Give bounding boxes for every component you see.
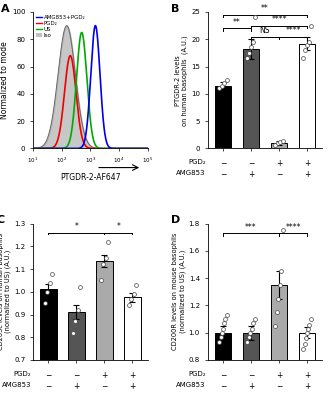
Text: AMG853: AMG853 xyxy=(176,170,206,176)
Text: *: * xyxy=(116,222,120,231)
Text: +: + xyxy=(129,382,136,391)
Text: −: − xyxy=(220,170,226,179)
Text: ****: **** xyxy=(271,15,287,24)
Text: −: − xyxy=(220,159,226,168)
Text: ****: **** xyxy=(285,26,301,35)
Text: +: + xyxy=(276,159,282,168)
Text: −: − xyxy=(248,371,254,380)
Text: −: − xyxy=(101,382,108,391)
Text: AMG853: AMG853 xyxy=(176,382,206,388)
Text: AMG853: AMG853 xyxy=(1,382,31,388)
Bar xyxy=(270,143,288,148)
Text: +: + xyxy=(304,159,310,168)
Bar xyxy=(242,49,259,148)
Text: PTGDR-2-AF647: PTGDR-2-AF647 xyxy=(60,173,121,182)
Text: +: + xyxy=(73,382,80,391)
Text: −: − xyxy=(73,371,80,380)
Text: ****: **** xyxy=(285,223,301,232)
Text: −: − xyxy=(45,382,52,391)
Y-axis label: PTGDR-2 levels
on human basophils  (A.U.): PTGDR-2 levels on human basophils (A.U.) xyxy=(175,35,188,126)
Y-axis label: Normalized to mode: Normalized to mode xyxy=(0,41,9,119)
Text: ***: *** xyxy=(245,223,257,232)
Text: −: − xyxy=(45,371,52,380)
Bar xyxy=(124,298,141,400)
Text: D: D xyxy=(171,215,180,225)
Text: +: + xyxy=(129,371,136,380)
Text: NS: NS xyxy=(260,26,270,35)
Legend: AMG853+PGD₂, PGD₂, US, Iso: AMG853+PGD₂, PGD₂, US, Iso xyxy=(36,15,86,38)
Text: PGD₂: PGD₂ xyxy=(13,371,31,377)
Text: PGD₂: PGD₂ xyxy=(188,159,206,165)
Text: *: * xyxy=(74,222,78,231)
Bar xyxy=(299,333,316,400)
Bar xyxy=(215,86,231,148)
Text: −: − xyxy=(248,159,254,168)
Text: −: − xyxy=(276,382,282,391)
Text: +: + xyxy=(304,170,310,179)
Text: +: + xyxy=(276,371,282,380)
Text: +: + xyxy=(248,382,254,391)
Y-axis label: CD200R levels on mouse basophils
(normalized to US) (A.U.): CD200R levels on mouse basophils (normal… xyxy=(172,233,186,350)
Text: −: − xyxy=(276,170,282,179)
Text: −: − xyxy=(220,382,226,391)
Bar xyxy=(270,285,288,400)
Text: **: ** xyxy=(261,4,269,13)
Bar xyxy=(96,261,113,400)
Bar xyxy=(242,333,259,400)
Text: +: + xyxy=(304,371,310,380)
Bar xyxy=(40,290,57,400)
Bar xyxy=(299,44,316,148)
Text: +: + xyxy=(101,371,108,380)
Bar xyxy=(68,312,85,400)
Text: PGD₂: PGD₂ xyxy=(188,371,206,377)
Text: +: + xyxy=(248,170,254,179)
Text: −: − xyxy=(220,371,226,380)
Text: C: C xyxy=(0,215,4,225)
Y-axis label: CD203c levels on human basophils
(normalized to US) (A.U.): CD203c levels on human basophils (normal… xyxy=(0,233,11,350)
Bar xyxy=(215,333,231,400)
Text: **: ** xyxy=(233,18,241,27)
Text: B: B xyxy=(171,4,179,14)
Text: A: A xyxy=(1,4,9,14)
Text: +: + xyxy=(304,382,310,391)
